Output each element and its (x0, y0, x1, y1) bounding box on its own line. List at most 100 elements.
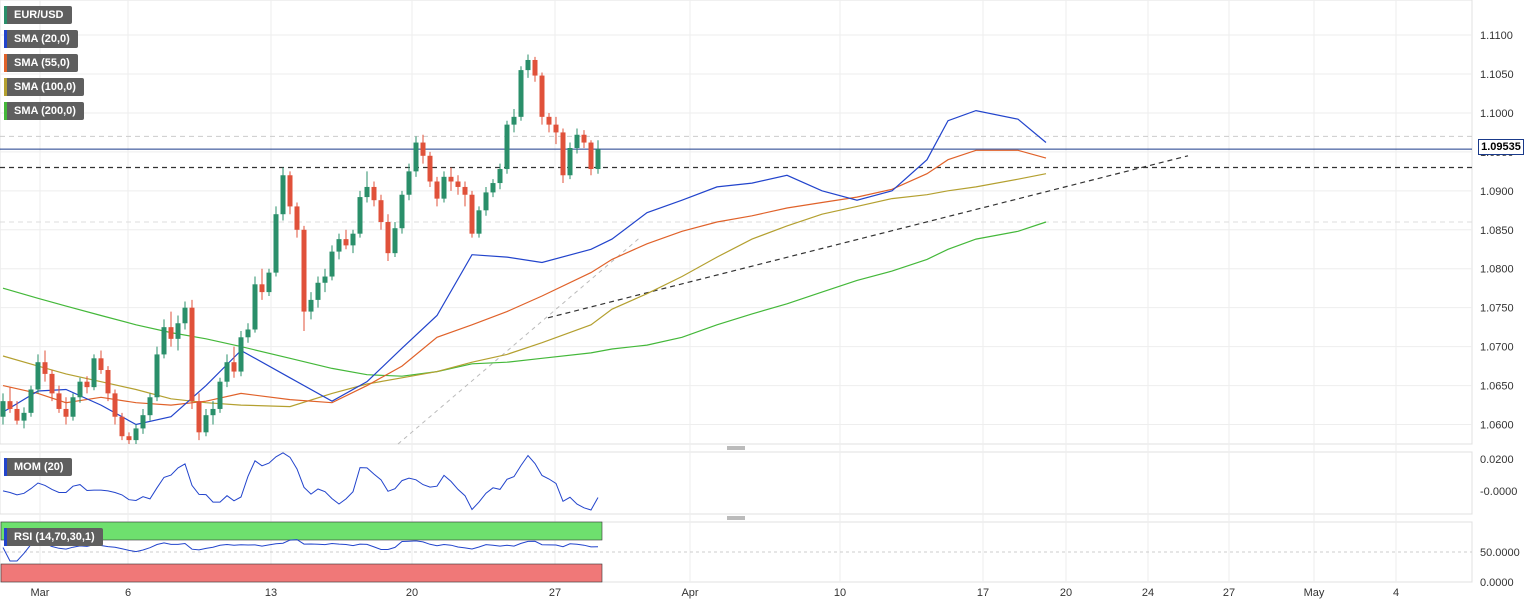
momentum-y-label: -0.0000 (1480, 486, 1517, 498)
candles-group (0, 54, 601, 444)
legend-sma100-label: SMA (100,0) (14, 81, 76, 93)
candle-body (588, 142, 594, 170)
candle-body (49, 373, 55, 394)
x-axis-label: 20 (1060, 587, 1072, 599)
panel-resize-handle-1 (727, 446, 745, 450)
candle-body (462, 186, 468, 195)
candle-body (189, 307, 195, 402)
momentum-line (2, 452, 599, 511)
sma20-line (2, 109, 1047, 426)
candle-body (371, 186, 377, 201)
candle-body (182, 307, 188, 324)
candle-body (112, 393, 118, 417)
candle-body (343, 239, 349, 246)
candle-body (224, 362, 230, 382)
candle-body (357, 197, 363, 234)
y-axis-label: 1.0900 (1480, 186, 1514, 198)
legend-sma20[interactable]: SMA (20,0) (4, 30, 78, 48)
y-axis-label: 1.0800 (1480, 264, 1514, 276)
rsi-overbought-band (0, 521, 603, 541)
panel-resize-handle-2 (727, 516, 745, 520)
candle-body (399, 194, 405, 229)
rsi-y-label: 0.0000 (1480, 577, 1514, 589)
x-axis-label: 27 (549, 587, 561, 599)
candle-body (595, 149, 601, 170)
candle-body (70, 397, 76, 417)
candle-body (336, 239, 342, 252)
y-axis-label: 1.0600 (1480, 420, 1514, 432)
candle-body (91, 358, 97, 388)
uptrend-line-faint (397, 237, 641, 445)
legend-symbol-label: EUR/USD (14, 9, 64, 21)
rsi-line (2, 539, 599, 562)
y-axis-label: 1.1050 (1480, 69, 1514, 81)
candle-body (238, 337, 244, 372)
candle-body (252, 284, 258, 330)
legend-rsi-label: RSI (14,70,30,1) (14, 531, 95, 543)
legend-momentum-label: MOM (20) (14, 461, 64, 473)
candle-body (0, 401, 6, 417)
legend-sma20-label: SMA (20,0) (14, 33, 70, 45)
candle-body (231, 362, 237, 372)
candle-body (518, 70, 524, 117)
candle-body (525, 59, 531, 71)
x-axis-label: 10 (834, 587, 846, 599)
candle-body (126, 436, 132, 441)
x-axis-label: 24 (1142, 587, 1154, 599)
legend-sma200[interactable]: SMA (200,0) (4, 102, 84, 120)
candle-body (427, 155, 433, 182)
candle-body (105, 370, 111, 394)
candle-body (203, 415, 209, 433)
legend-symbol[interactable]: EUR/USD (4, 6, 72, 24)
candle-body (84, 381, 90, 388)
candle-body (308, 299, 314, 312)
candle-body (217, 381, 223, 409)
legend-sma100[interactable]: SMA (100,0) (4, 78, 84, 96)
candle-body (315, 282, 321, 300)
x-axis-label: 27 (1223, 587, 1235, 599)
x-axis-label: Mar (31, 587, 50, 599)
x-axis-label: 6 (125, 587, 131, 599)
sma55-line (2, 149, 1047, 406)
candle-body (168, 327, 174, 339)
x-axis-label: May (1304, 587, 1325, 599)
candle-body (140, 415, 146, 429)
candle-body (420, 142, 426, 156)
candle-body (350, 233, 356, 246)
legend-momentum[interactable]: MOM (20) (4, 458, 72, 476)
candle-body (322, 276, 328, 283)
candle-body (280, 175, 286, 215)
candle-body (497, 169, 503, 184)
candle-body (147, 397, 153, 416)
candle-body (413, 142, 419, 172)
x-axis-label: 13 (265, 587, 277, 599)
candle-body (210, 408, 216, 416)
candle-body (364, 186, 370, 198)
x-axis-label: 4 (1393, 587, 1399, 599)
legend-rsi[interactable]: RSI (14,70,30,1) (4, 528, 103, 546)
y-axis-label: 1.0750 (1480, 303, 1514, 315)
x-axis-label: Apr (681, 587, 698, 599)
candle-body (196, 401, 202, 433)
candle-body (35, 362, 41, 390)
candle-body (287, 175, 293, 207)
candle-body (532, 59, 538, 76)
legend-sma200-label: SMA (200,0) (14, 105, 76, 117)
candle-body (581, 134, 587, 143)
rsi-oversold-band (0, 563, 603, 583)
candle-body (469, 194, 475, 234)
x-axis-label: 17 (977, 587, 989, 599)
momentum-y-label: 0.0200 (1480, 454, 1514, 466)
last-price-tag: 1.09535 (1478, 139, 1524, 155)
legend-sma55-label: SMA (55,0) (14, 57, 70, 69)
legend-sma55[interactable]: SMA (55,0) (4, 54, 78, 72)
candle-body (14, 408, 20, 421)
uptrend-line (547, 155, 1189, 319)
candle-body (378, 200, 384, 222)
candle-body (266, 272, 272, 293)
y-axis-label: 1.0650 (1480, 381, 1514, 393)
candle-body (483, 192, 489, 211)
candle-body (42, 362, 48, 374)
candle-body (28, 389, 34, 413)
